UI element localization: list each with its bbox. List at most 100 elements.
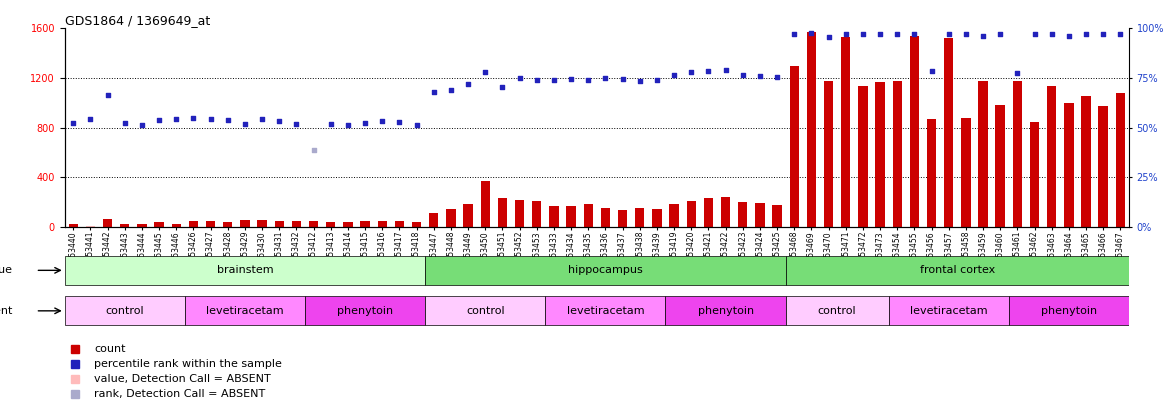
Bar (426, 296, 546, 326)
Point (1025, 30, 1044, 37)
Bar (807, 32, 816, 227)
Bar (292, 222, 301, 227)
Bar (446, 209, 455, 227)
Point (235, 121, 254, 127)
Bar (497, 198, 507, 227)
Bar (206, 221, 215, 227)
Bar (1064, 103, 1074, 227)
Point (201, 116, 220, 122)
Text: percentile rank within the sample: percentile rank within the sample (94, 359, 282, 369)
Bar (875, 82, 884, 227)
Bar (583, 204, 593, 227)
Point (459, 81, 477, 87)
Bar (274, 221, 283, 227)
Point (596, 75, 615, 81)
Point (906, 30, 924, 37)
Point (682, 69, 701, 76)
Bar (549, 206, 559, 227)
Point (321, 121, 340, 127)
Bar (944, 38, 954, 227)
Point (167, 116, 186, 122)
Text: frontal cortex: frontal cortex (920, 265, 995, 275)
Bar (786, 296, 889, 326)
Bar (996, 105, 1005, 227)
Point (149, 117, 168, 124)
Point (183, 115, 202, 122)
Point (991, 31, 1010, 37)
Text: agent: agent (0, 306, 13, 316)
Point (922, 68, 941, 74)
Point (269, 118, 288, 125)
Point (253, 116, 272, 122)
Bar (666, 296, 786, 326)
Bar (309, 221, 319, 227)
Point (699, 68, 717, 75)
Text: value, Detection Call = ABSENT: value, Detection Call = ABSENT (94, 374, 272, 384)
Bar (841, 37, 850, 227)
Bar (755, 202, 764, 227)
Bar (961, 118, 970, 227)
Bar (138, 224, 147, 227)
Bar (1047, 86, 1056, 227)
Text: phenytoin: phenytoin (697, 306, 754, 316)
Point (870, 31, 889, 37)
Bar (773, 205, 782, 227)
Point (305, 147, 323, 153)
Point (425, 88, 443, 95)
Point (974, 32, 993, 39)
Point (579, 77, 597, 83)
Bar (343, 222, 353, 227)
Bar (258, 220, 267, 227)
Bar (532, 201, 541, 227)
Point (527, 77, 546, 84)
Point (339, 122, 358, 128)
Point (1094, 31, 1112, 38)
Point (219, 117, 238, 124)
Point (115, 119, 134, 126)
Point (373, 117, 392, 124)
Text: levetiracetam: levetiracetam (206, 306, 283, 316)
Bar (1013, 81, 1022, 227)
Text: control: control (106, 306, 145, 316)
Point (768, 73, 787, 80)
Bar (412, 222, 421, 227)
Point (888, 30, 907, 37)
Bar (927, 119, 936, 227)
Point (854, 31, 873, 37)
Bar (739, 202, 748, 227)
Point (390, 119, 409, 125)
Bar (1116, 93, 1125, 227)
Bar (223, 222, 233, 227)
Bar (515, 200, 524, 227)
Point (407, 122, 426, 128)
Point (355, 119, 374, 126)
Point (836, 30, 855, 37)
Point (1008, 70, 1027, 76)
Bar (426, 256, 786, 285)
Point (64, 119, 82, 126)
Bar (687, 201, 696, 227)
Text: levetiracetam: levetiracetam (567, 306, 644, 316)
Bar (889, 296, 1009, 326)
Bar (86, 226, 95, 227)
Point (734, 72, 753, 79)
Bar (567, 206, 576, 227)
Bar (1098, 106, 1108, 227)
Bar (601, 209, 610, 227)
Bar (65, 296, 185, 326)
Point (287, 121, 306, 127)
Bar (377, 221, 387, 227)
Text: tissue: tissue (0, 265, 13, 275)
Point (544, 77, 563, 83)
Text: count: count (94, 344, 126, 354)
Bar (721, 197, 730, 227)
Bar (463, 204, 473, 227)
Bar (669, 204, 679, 227)
Point (510, 75, 529, 81)
Text: phenytoin: phenytoin (1041, 306, 1097, 316)
Bar (786, 256, 1129, 285)
Text: brainstem: brainstem (216, 265, 273, 275)
Text: rank, Detection Call = ABSENT: rank, Detection Call = ABSENT (94, 389, 266, 399)
Point (441, 87, 460, 93)
Point (613, 76, 632, 83)
